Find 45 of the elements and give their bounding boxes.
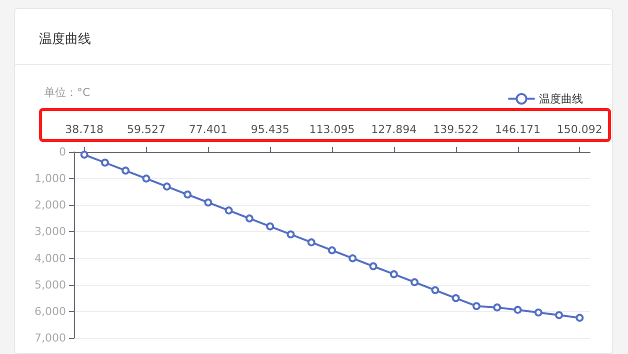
point: [100, 158, 109, 167]
y-tick-label: 6,000: [34, 304, 66, 318]
point: [328, 246, 336, 254]
point: [80, 150, 88, 159]
point: [410, 278, 419, 286]
y-tick-label: 1,000: [34, 172, 66, 186]
point: [576, 314, 584, 322]
point: [224, 206, 233, 214]
y-tick-label: 5,000: [34, 278, 66, 292]
point: [245, 214, 254, 222]
point: [493, 303, 502, 312]
point: [555, 311, 564, 320]
point: [204, 198, 212, 206]
y-tick-label: 3,000: [34, 225, 66, 238]
x-tick-label: 77.401: [188, 123, 228, 136]
point: [286, 230, 295, 238]
x-tick-label: 95.435: [250, 123, 290, 136]
x-tick-label: 113.095: [309, 123, 355, 136]
y-tick-label: 7,000: [34, 332, 66, 344]
point: [142, 174, 150, 183]
point: [472, 302, 480, 310]
y-axis-title: 单位：°C: [44, 86, 90, 99]
point: [122, 166, 130, 175]
x-tick-label: 127.894: [371, 123, 417, 136]
x-tick-label: 59.527: [126, 123, 166, 136]
point: [431, 286, 440, 294]
point: [534, 308, 542, 316]
point: [348, 254, 357, 262]
point: [184, 190, 192, 199]
chart-title: 温度曲线: [39, 31, 91, 47]
x-tick-label: 150.092: [556, 123, 602, 136]
point: [307, 238, 316, 246]
x-tick-label: 38.718: [65, 123, 104, 136]
legend-label: 温度曲线: [539, 92, 583, 106]
point: [162, 182, 171, 191]
x-tick-label: 139.522: [433, 123, 479, 136]
y-tick-label: 0: [59, 146, 66, 158]
point: [514, 306, 522, 314]
point: [266, 222, 274, 230]
y-tick-label: 4,000: [34, 252, 66, 265]
y-tick-label: 2,000: [34, 198, 66, 212]
point: [452, 294, 460, 302]
point: [369, 262, 378, 270]
x-tick-label: 146.171: [495, 123, 541, 136]
point: [390, 270, 398, 278]
